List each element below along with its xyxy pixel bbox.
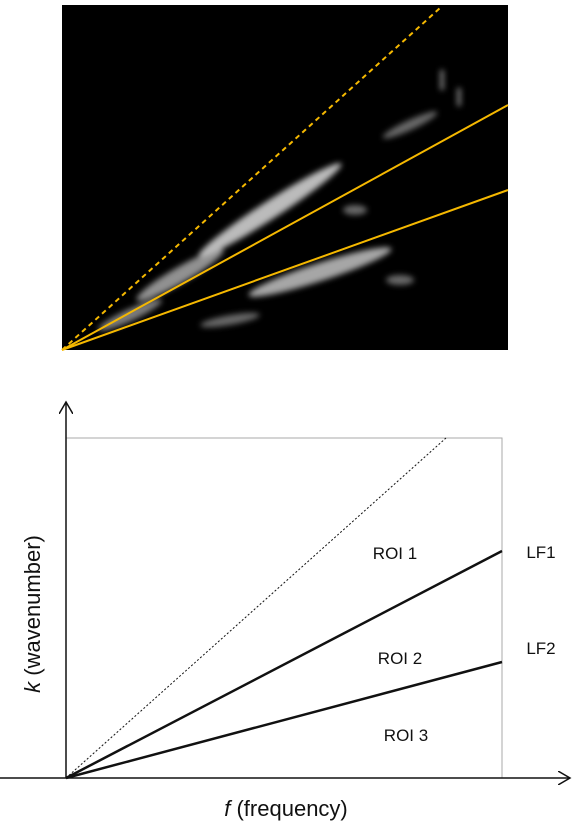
- dashed-line: [61, 7, 441, 351]
- region-label: ROI 2: [378, 649, 422, 668]
- lf2-line: [65, 660, 503, 780]
- line-label: LF1: [526, 543, 555, 562]
- x-axis-title: f (frequency): [224, 796, 348, 821]
- energy-streaks: [98, 70, 461, 331]
- region-label: ROI 1: [373, 544, 417, 563]
- y-axis-symbol: k: [20, 681, 45, 693]
- x-axis-label: (frequency): [236, 796, 347, 821]
- lf1-line: [65, 549, 503, 780]
- dotted-line: [65, 437, 447, 779]
- region-box: [65, 437, 503, 779]
- line-label: LF2: [526, 639, 555, 658]
- y-axis-label: (wavenumber): [20, 535, 45, 676]
- image-background: [62, 5, 508, 350]
- region-label: ROI 3: [384, 726, 428, 745]
- y-axis-title: k (wavenumber): [20, 535, 45, 693]
- spectrogram-image: [61, 5, 509, 351]
- schematic: ROI 1 ROI 2 ROI 3 LF1 LF2 k (wavenumber)…: [0, 402, 570, 821]
- lf1-line-image: [61, 104, 509, 351]
- x-axis-symbol: f: [224, 796, 233, 821]
- lf2-line-image: [61, 189, 509, 351]
